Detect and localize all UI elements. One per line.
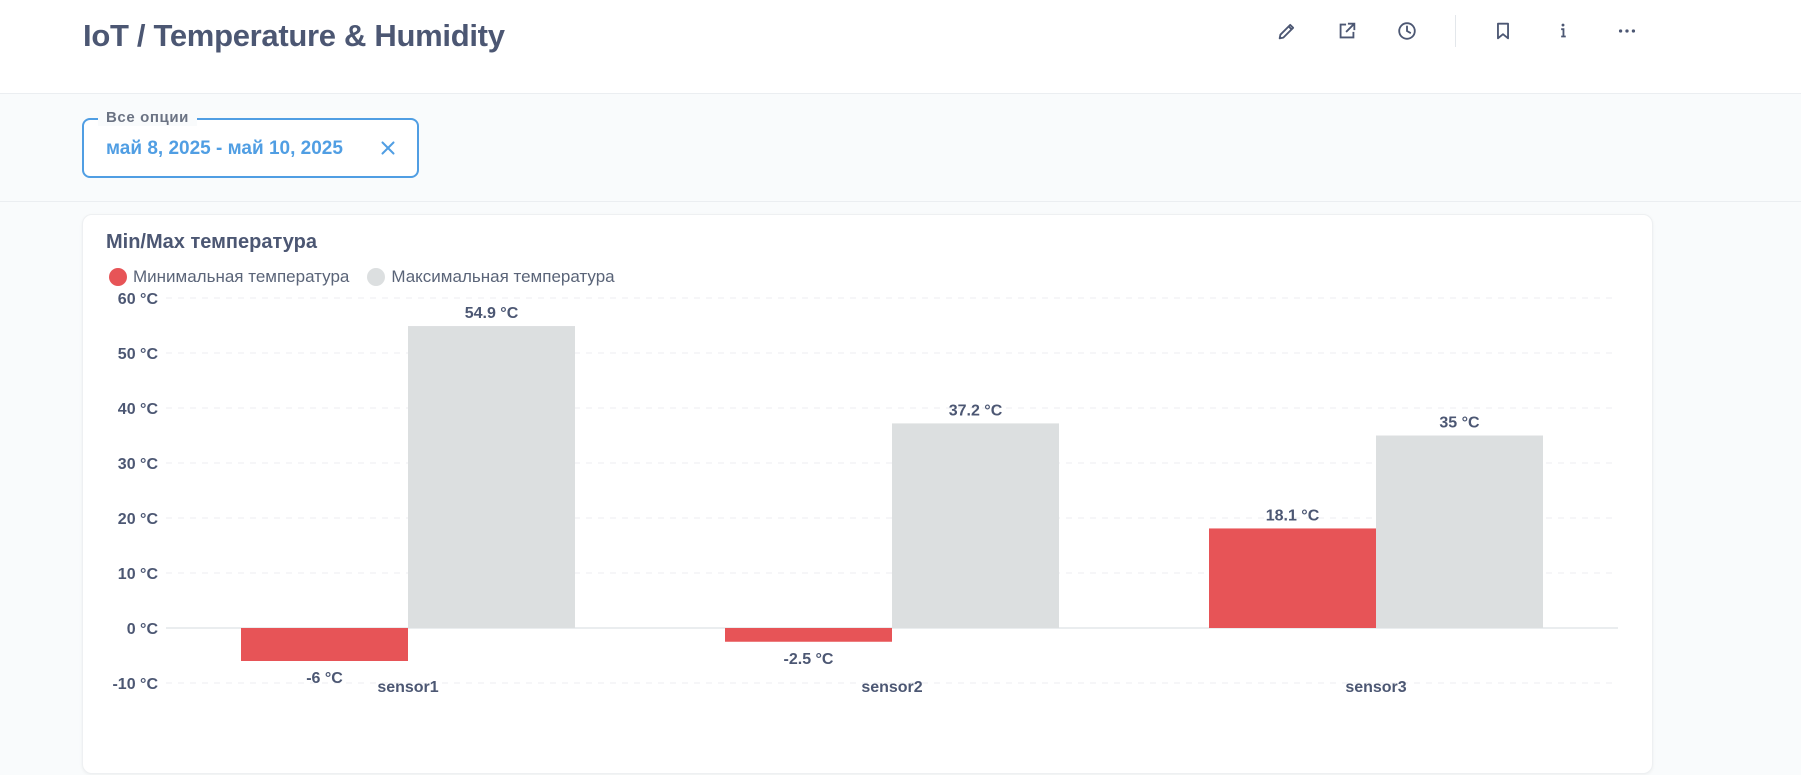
filter-bar: Все опции май 8, 2025 - май 10, 2025	[0, 94, 1801, 202]
data-label: 54.9 °C	[465, 305, 519, 322]
legend-item-min[interactable]: Минимальная температура	[109, 267, 349, 287]
chart-legend: Минимальная температура Максимальная тем…	[109, 267, 633, 287]
share-icon	[1339, 22, 1356, 39]
share-button[interactable]	[1330, 14, 1364, 48]
more-icon	[1618, 29, 1636, 33]
close-icon	[381, 141, 395, 155]
y-tick-label: 30 °C	[118, 456, 159, 473]
y-tick-label: 10 °C	[118, 566, 159, 583]
bar-sensor2-series-0	[725, 628, 892, 642]
y-tick-label: 20 °C	[118, 511, 159, 528]
filter-label: Все опции	[98, 109, 197, 126]
edit-button[interactable]	[1270, 14, 1304, 48]
dashboard-header: IoT / Temperature & Humidity	[0, 0, 1801, 94]
bar-sensor1-series-0	[241, 628, 408, 661]
legend-dot-min	[109, 268, 127, 286]
card-title[interactable]: Min/Max температура	[106, 231, 317, 253]
toolbar	[0, 14, 1801, 48]
x-tick-label: sensor1	[377, 679, 438, 696]
data-label: 35 °C	[1439, 415, 1480, 432]
legend-dot-max	[367, 268, 386, 286]
history-button[interactable]	[1390, 14, 1424, 48]
info-icon	[1561, 23, 1566, 38]
data-label: 18.1 °C	[1266, 507, 1320, 524]
pencil-icon	[1278, 23, 1295, 40]
y-tick-label: 0 °C	[127, 621, 159, 638]
toolbar-divider	[1455, 15, 1456, 47]
x-tick-label: sensor3	[1345, 679, 1406, 696]
info-button[interactable]	[1546, 14, 1580, 48]
bookmark-icon	[1497, 22, 1509, 40]
page-title: IoT / Temperature & Humidity	[83, 18, 505, 53]
bookmark-button[interactable]	[1486, 14, 1520, 48]
date-filter[interactable]: Все опции май 8, 2025 - май 10, 2025	[82, 109, 419, 178]
y-tick-label: -10 °C	[112, 676, 158, 693]
filter-value[interactable]: май 8, 2025 - май 10, 2025	[106, 138, 343, 159]
bar-chart: -10 °C 0 °C 10 °C 20 °C 30 °C 40 °C 50 °C 60 °C…	[112, 291, 1618, 696]
y-tick-label: 60 °C	[118, 291, 159, 308]
clear-filter-button[interactable]	[375, 135, 401, 161]
clock-icon	[1398, 22, 1416, 40]
data-label: -2.5 °C	[784, 651, 834, 668]
bar-sensor2-series-1	[892, 423, 1059, 628]
y-tick-label: 40 °C	[118, 401, 159, 418]
legend-label-min: Минимальная температура	[133, 267, 350, 286]
y-tick-label: 50 °C	[118, 346, 159, 363]
chart-card: Min/Max температура Минимальная температ…	[82, 214, 1653, 774]
bar-sensor1-series-1	[408, 326, 575, 628]
bar-sensor3-series-1	[1376, 435, 1543, 628]
bar-sensor3-series-0	[1209, 528, 1376, 628]
x-tick-label: sensor2	[861, 679, 922, 696]
legend-label-max: Максимальная температура	[391, 267, 615, 286]
legend-item-max[interactable]: Максимальная температура	[367, 267, 615, 287]
data-label: 37.2 °C	[949, 402, 1003, 419]
more-button[interactable]	[1610, 14, 1644, 48]
data-label: -6 °C	[306, 670, 343, 687]
